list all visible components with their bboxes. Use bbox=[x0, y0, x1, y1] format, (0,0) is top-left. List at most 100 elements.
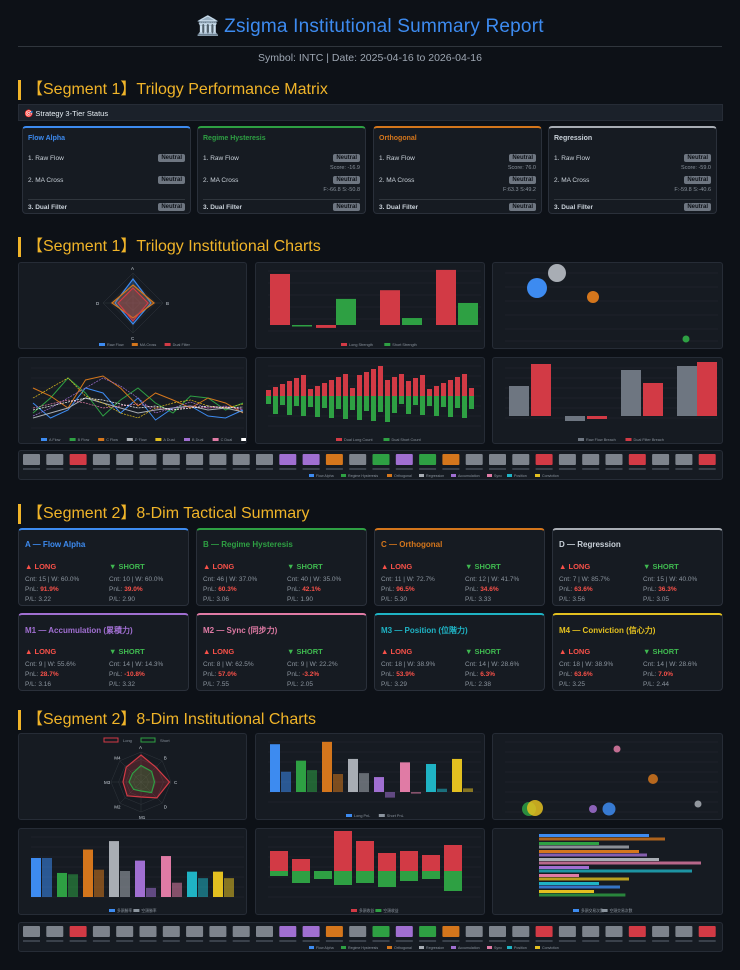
bar-mark bbox=[380, 290, 400, 325]
dim-card-title: M4 — Conviction (信心力) bbox=[559, 626, 656, 635]
long-column: ▲ LONG Cnt: 46 | W: 37.0% PnL: 60.3% P/L: 3… bbox=[203, 562, 283, 605]
svg-text:Position: Position bbox=[514, 946, 527, 950]
report-subtitle: Symbol: INTC | Date: 2025-04-16 to 2026-… bbox=[258, 52, 482, 64]
legend-item: MA Cross bbox=[131, 343, 156, 347]
heat-cell bbox=[139, 454, 157, 465]
heat-cell bbox=[116, 454, 134, 465]
svg-text:B Flow: B Flow bbox=[78, 438, 90, 442]
heat-cell bbox=[46, 454, 64, 465]
svg-text:Raw Flow: Raw Flow bbox=[107, 343, 124, 347]
pnl-line: PnL: 34.6% bbox=[465, 585, 545, 595]
section-title-trilogy-matrix: 【Segment 1】Trilogy Performance Matrix bbox=[18, 80, 732, 100]
svg-text:Conviction: Conviction bbox=[542, 946, 559, 950]
bar-mark bbox=[400, 762, 410, 792]
heat-cell bbox=[582, 454, 600, 465]
bar-mark bbox=[270, 871, 288, 876]
bar-mark bbox=[427, 389, 432, 396]
bar-mark bbox=[539, 853, 647, 857]
heat-cell bbox=[628, 926, 646, 937]
bar-mark bbox=[469, 388, 474, 396]
bar-mark bbox=[334, 871, 352, 885]
heat-cell bbox=[162, 926, 180, 937]
bar-mark bbox=[316, 325, 336, 328]
bar-mark bbox=[83, 849, 93, 897]
legend-item: Regime Hysteresis bbox=[341, 474, 378, 478]
neutral-badge: Neutral bbox=[333, 203, 360, 211]
legend-item: Sync bbox=[487, 946, 502, 950]
short-header: ▼ SHORT bbox=[643, 647, 679, 656]
heat-cell bbox=[162, 454, 180, 465]
bar-mark bbox=[539, 837, 665, 841]
heat-cell bbox=[419, 926, 437, 937]
trilogy-card: Flow Alpha 1. Raw Flow Neutral 2. MA Cross N… bbox=[22, 126, 191, 214]
profit-loss-ratio: P/L: 3.16 bbox=[25, 681, 52, 688]
short-column: ▼ SHORT Cnt: 9 | W: 22.2% PnL: -3.2% P/L: 2… bbox=[287, 647, 367, 690]
legend-item: 空頭收益 bbox=[375, 908, 399, 913]
bar-mark bbox=[565, 416, 585, 421]
legend-item: A Dual bbox=[155, 438, 175, 442]
legend-item: Dual Filter Breach bbox=[625, 438, 664, 442]
bar-mark bbox=[343, 396, 348, 419]
svg-text:Orthogonal: Orthogonal bbox=[394, 474, 412, 478]
dim-card: D — Regression ▲ LONG Cnt: 7 | W: 85.7% PnL… bbox=[552, 528, 723, 606]
pnl-label: PnL: bbox=[109, 586, 125, 593]
heat-cell bbox=[442, 454, 460, 465]
short-header: ▼ SHORT bbox=[287, 647, 323, 656]
dim-card: A — Flow Alpha ▲ LONG Cnt: 15 | W: 60.0% Pn… bbox=[18, 528, 189, 606]
long-header: ▲ LONG bbox=[381, 562, 413, 571]
radar-axis-label: B bbox=[166, 301, 169, 306]
pnl-line: PnL: 42.1% bbox=[287, 585, 367, 595]
pnl-line: PnL: 63.6% bbox=[559, 585, 639, 595]
svg-text:Short Strength: Short Strength bbox=[392, 343, 416, 347]
svg-text:B Dual: B Dual bbox=[192, 438, 204, 442]
bar-mark bbox=[539, 834, 649, 837]
trilogy-row-label: 3. Dual Filter bbox=[379, 204, 419, 211]
bar-mark bbox=[420, 375, 425, 396]
bar-mark bbox=[357, 396, 362, 420]
radar-axis-label: B bbox=[164, 755, 167, 760]
bar-mark bbox=[531, 364, 551, 416]
profit-loss-ratio: P/L: 3.33 bbox=[465, 596, 492, 603]
bar-mark bbox=[292, 871, 310, 883]
dim-card-title: B — Regime Hysteresis bbox=[203, 540, 293, 549]
trilogy-card-title: Regression bbox=[554, 135, 593, 142]
bar-mark bbox=[448, 396, 453, 417]
radar-axis-label: A bbox=[131, 266, 134, 271]
bar-mark bbox=[378, 366, 383, 396]
section-title-8dim-summary: 【Segment 2】8-Dim Tactical Summary bbox=[18, 504, 732, 524]
scatter-point bbox=[527, 278, 547, 298]
trilogy-row-label: 3. Dual Filter bbox=[554, 204, 594, 211]
pnl-label: PnL: bbox=[25, 671, 41, 678]
legend-item: Orthogonal bbox=[387, 474, 412, 478]
pnl-label: PnL: bbox=[25, 586, 41, 593]
pnl-label: PnL: bbox=[381, 671, 397, 678]
bar-mark bbox=[444, 871, 462, 891]
long-column: ▲ LONG Cnt: 18 | W: 38.9% PnL: 63.6% P/L: 3… bbox=[559, 647, 639, 690]
pnl-value: 28.7% bbox=[40, 671, 59, 678]
scatter-point bbox=[694, 800, 702, 808]
heat-cell bbox=[489, 926, 506, 937]
bar-mark bbox=[333, 774, 343, 792]
short-column: ▼ SHORT Cnt: 14 | W: 28.6% PnL: 7.0% P/L: 2… bbox=[643, 647, 723, 690]
bar-mark bbox=[146, 887, 156, 897]
heat-cell bbox=[302, 926, 320, 937]
svg-text:Dual Filter: Dual Filter bbox=[173, 343, 191, 347]
scatter-point bbox=[587, 291, 599, 303]
heat-cell bbox=[395, 926, 413, 937]
heat-cell bbox=[325, 454, 343, 465]
trilogy-score: Score: 76.0 bbox=[507, 165, 536, 171]
bar-mark bbox=[266, 396, 271, 404]
pnl-line: PnL: 7.0% bbox=[643, 670, 723, 680]
scatter-point bbox=[682, 335, 690, 343]
long-header: ▲ LONG bbox=[559, 647, 591, 656]
bar-mark bbox=[463, 788, 473, 792]
neutral-badge: Neutral bbox=[158, 203, 185, 211]
heat-cell bbox=[512, 926, 530, 937]
bar-mark bbox=[187, 871, 197, 897]
pnl-value: -3.2% bbox=[302, 671, 320, 678]
dim-card: M2 — Sync (同步力) ▲ LONG Cnt: 8 | W: 62.5% Pn… bbox=[196, 613, 367, 691]
count-winrate: Cnt: 9 | W: 22.2% bbox=[287, 661, 338, 668]
scatter-chart-8dim bbox=[492, 733, 723, 820]
bar-mark bbox=[427, 396, 432, 406]
bar-mark bbox=[301, 375, 306, 396]
